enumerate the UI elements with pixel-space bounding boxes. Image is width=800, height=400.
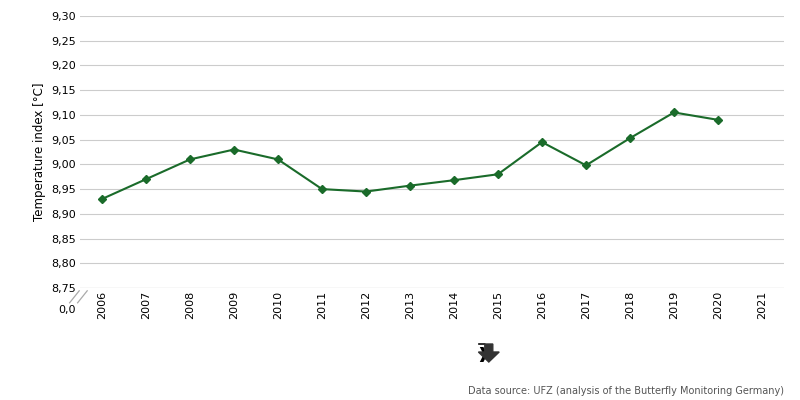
Text: Data source: UFZ (analysis of the Butterfly Monitoring Germany): Data source: UFZ (analysis of the Butter…: [468, 386, 784, 396]
Text: 0,0: 0,0: [58, 305, 76, 315]
Text: ❱: ❱: [476, 346, 489, 362]
Y-axis label: Temperature index [°C]: Temperature index [°C]: [33, 83, 46, 221]
